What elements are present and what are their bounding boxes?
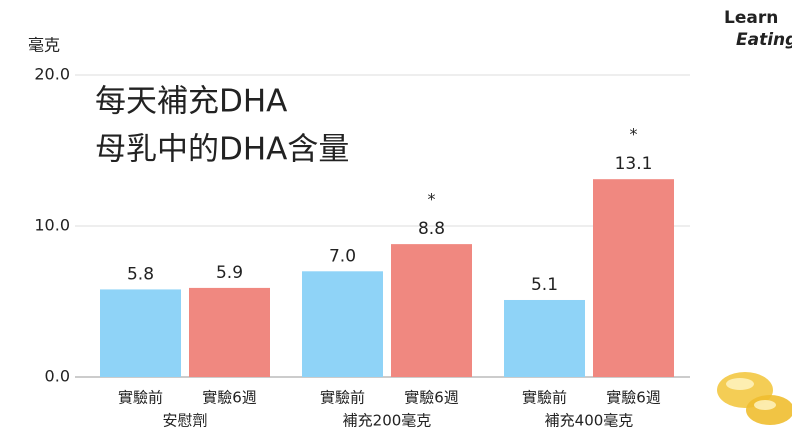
y-tick-label: 10.0 xyxy=(34,216,70,235)
bar xyxy=(504,299,585,377)
capsules xyxy=(717,372,792,425)
logo: Eating xyxy=(736,30,792,50)
category-label: 安慰劑 xyxy=(162,412,207,430)
series-label: 實驗前 xyxy=(118,389,163,407)
bar xyxy=(302,271,383,377)
value-label: 5.1 xyxy=(531,275,558,295)
bar xyxy=(100,289,181,377)
y-axis-label: 毫克 xyxy=(28,36,60,55)
series-label: 實驗前 xyxy=(320,389,365,407)
annotation: * xyxy=(630,125,638,144)
series-label: 實驗6週 xyxy=(606,389,661,407)
series-label: 實驗前 xyxy=(522,389,567,407)
value-label: 8.8 xyxy=(418,219,445,239)
y-tick-label: 0.0 xyxy=(45,367,70,386)
series-label: 實驗6週 xyxy=(202,389,257,407)
value-label: 13.1 xyxy=(615,154,653,174)
value-label: 5.9 xyxy=(216,263,243,283)
y-tick-label: 20.0 xyxy=(34,65,70,84)
series-label: 實驗6週 xyxy=(404,389,459,407)
bar xyxy=(189,287,270,377)
annotation: * xyxy=(428,190,436,209)
bar xyxy=(593,179,674,377)
value-label: 7.0 xyxy=(329,246,356,266)
category-label: 補充200毫克 xyxy=(343,412,432,430)
chart-title: 母乳中的DHA含量 xyxy=(95,132,349,168)
bar xyxy=(391,244,472,377)
value-label: 5.8 xyxy=(127,264,154,284)
chart-title: 每天補充DHA xyxy=(95,84,287,120)
logo: Learn xyxy=(724,8,778,28)
category-label: 補充400毫克 xyxy=(545,412,634,430)
